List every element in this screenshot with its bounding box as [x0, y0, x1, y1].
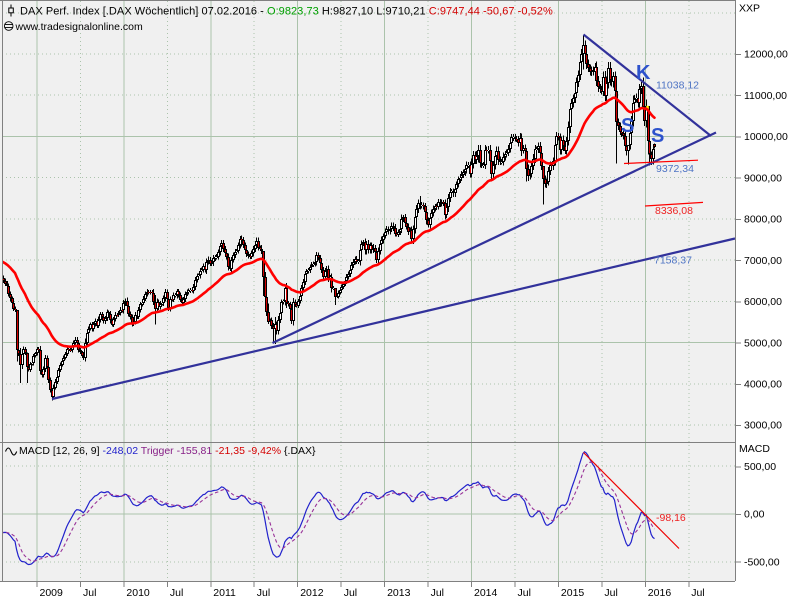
- svg-text:2012: 2012: [300, 587, 324, 599]
- svg-text:S: S: [621, 115, 634, 137]
- svg-text:11000,00: 11000,00: [744, 90, 787, 102]
- svg-text:Jul: Jul: [344, 587, 357, 599]
- svg-text:8000,00: 8000,00: [744, 214, 782, 226]
- svg-text:2015: 2015: [561, 587, 585, 599]
- svg-text:9000,00: 9000,00: [744, 172, 782, 184]
- svg-text:Jul: Jul: [257, 587, 270, 599]
- svg-text:7000,00: 7000,00: [744, 255, 782, 267]
- svg-text:Jul: Jul: [431, 587, 444, 599]
- svg-text:XXP: XXP: [739, 3, 760, 15]
- svg-text:8336,08: 8336,08: [655, 205, 693, 217]
- svg-text:3000,00: 3000,00: [744, 420, 782, 432]
- svg-text:DAX Perf. Index [.DAX Wöchent: DAX Perf. Index [.DAX Wöchentlich] 07.02…: [20, 5, 553, 17]
- svg-text:7158,37: 7158,37: [654, 255, 692, 267]
- svg-text:K: K: [636, 62, 651, 84]
- svg-text:5000,00: 5000,00: [744, 337, 782, 349]
- svg-text:2009: 2009: [40, 587, 64, 599]
- svg-text:11038,12: 11038,12: [656, 80, 699, 92]
- svg-text:2010: 2010: [126, 587, 150, 599]
- svg-text:MACD: MACD: [739, 443, 770, 455]
- svg-text:Jul: Jul: [83, 587, 96, 599]
- svg-text:2014: 2014: [474, 587, 498, 599]
- svg-text:Jul: Jul: [518, 587, 531, 599]
- svg-text:-500,00: -500,00: [744, 557, 780, 569]
- svg-text:2011: 2011: [213, 587, 236, 599]
- svg-text:Jul: Jul: [604, 587, 617, 599]
- svg-text:www.tradesignalonline.com: www.tradesignalonline.com: [15, 21, 143, 33]
- svg-text:2013: 2013: [387, 587, 411, 599]
- svg-text:MACD [12, 26, 9] -248,02 Trigg: MACD [12, 26, 9] -248,02 Trigger -155,81…: [19, 445, 316, 457]
- svg-text:6000,00: 6000,00: [744, 296, 782, 308]
- svg-text:Jul: Jul: [170, 587, 183, 599]
- svg-text:2016: 2016: [648, 587, 672, 599]
- svg-text:500,00: 500,00: [744, 461, 776, 473]
- svg-text:S: S: [651, 125, 664, 147]
- svg-text:9372,34: 9372,34: [656, 163, 694, 175]
- svg-text:12000,00: 12000,00: [744, 49, 788, 61]
- svg-text:-98,16: -98,16: [656, 512, 686, 524]
- svg-text:10000,00: 10000,00: [744, 131, 788, 143]
- svg-text:Jul: Jul: [691, 587, 704, 599]
- svg-text:4000,00: 4000,00: [744, 379, 782, 391]
- svg-text:0,00: 0,00: [744, 509, 765, 521]
